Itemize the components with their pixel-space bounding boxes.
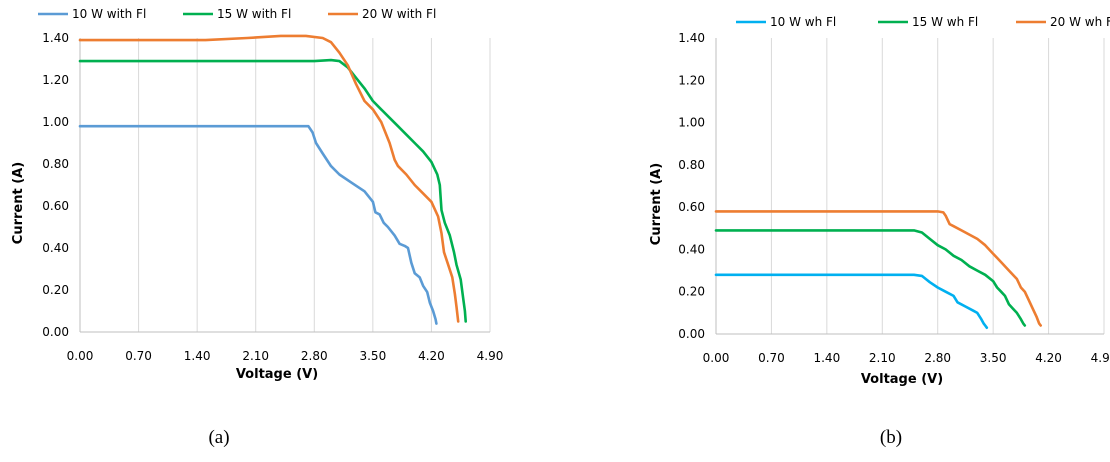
y-tick-label-b: 0.80 [678, 158, 705, 172]
x-tick-label-b: 3.50 [980, 351, 1007, 365]
x-tick-label-b: 2.80 [924, 351, 951, 365]
y-tick-label-a: 1.00 [42, 115, 69, 129]
x-tick-label-a: 0.70 [125, 349, 152, 363]
y-axis-title-b: Current (A) [649, 163, 664, 245]
caption-a: (a) [208, 427, 229, 448]
x-tick-label-b: 4.20 [1035, 351, 1062, 365]
y-tick-label-b: 0.60 [678, 200, 705, 214]
series-line-a-1 [78, 124, 438, 325]
caption-b: (b) [880, 427, 902, 448]
y-tick-label-b: 0.40 [678, 242, 705, 256]
y-tick-label-a: 1.40 [42, 31, 69, 45]
legend-label-b-1: 10 W wh Fl [770, 15, 836, 29]
y-axis-title-a: Current (A) [11, 162, 26, 244]
panel-a: 0.00 0.70 1.40 2.10 2.80 3.50 4.20 4.90 0.00 0.20… [11, 7, 503, 448]
legend-label-a-2: 15 W with Fl [217, 7, 291, 21]
x-tick-label-b: 4.90 [1091, 351, 1110, 365]
y-tick-label-a: 0.00 [42, 325, 69, 339]
x-tick-label-a: 1.40 [184, 349, 211, 363]
y-tick-label-b: 1.40 [678, 31, 705, 45]
legend-label-b-2: 15 W wh Fl [912, 15, 978, 29]
series-line-a-2 [78, 58, 467, 323]
x-tick-label-a: 4.20 [418, 349, 445, 363]
series-line-a-3 [78, 34, 460, 323]
x-tick-label-b: 0.70 [758, 351, 785, 365]
y-tick-label-b: 0.20 [678, 285, 705, 299]
y-tick-label-b: 1.20 [678, 73, 705, 87]
x-tick-label-a: 3.50 [359, 349, 386, 363]
legend-label-a-3: 20 W with Fl [362, 7, 436, 21]
y-tick-label-a: 0.20 [42, 283, 69, 297]
series-line-b-1 [714, 273, 989, 329]
series-line-b-3 [714, 210, 1042, 327]
panel-b: 0.00 0.70 1.40 2.10 2.80 3.50 4.20 4.90 0.00 0.20… [649, 15, 1110, 448]
x-tick-label-a: 2.10 [242, 349, 269, 363]
x-tick-label-b: 2.10 [869, 351, 896, 365]
y-tick-label-b: 0.00 [678, 327, 705, 341]
x-axis-title-b: Voltage (V) [861, 372, 943, 387]
x-tick-label-a: 4.90 [477, 349, 504, 363]
legend-label-b-3: 20 W wh Fl [1050, 15, 1110, 29]
series-line-b-2 [714, 229, 1027, 327]
x-tick-label-b: 1.40 [813, 351, 840, 365]
y-tick-label-a: 1.20 [42, 73, 69, 87]
legend-label-a-1: 10 W with Fl [72, 7, 146, 21]
y-tick-label-b: 1.00 [678, 116, 705, 130]
x-axis-title-a: Voltage (V) [236, 367, 318, 382]
y-tick-label-a: 0.60 [42, 199, 69, 213]
x-tick-label-b: 0.00 [703, 351, 730, 365]
x-tick-label-a: 0.00 [67, 349, 94, 363]
y-tick-label-a: 0.40 [42, 241, 69, 255]
x-tick-label-a: 2.80 [301, 349, 328, 363]
y-tick-label-a: 0.80 [42, 157, 69, 171]
